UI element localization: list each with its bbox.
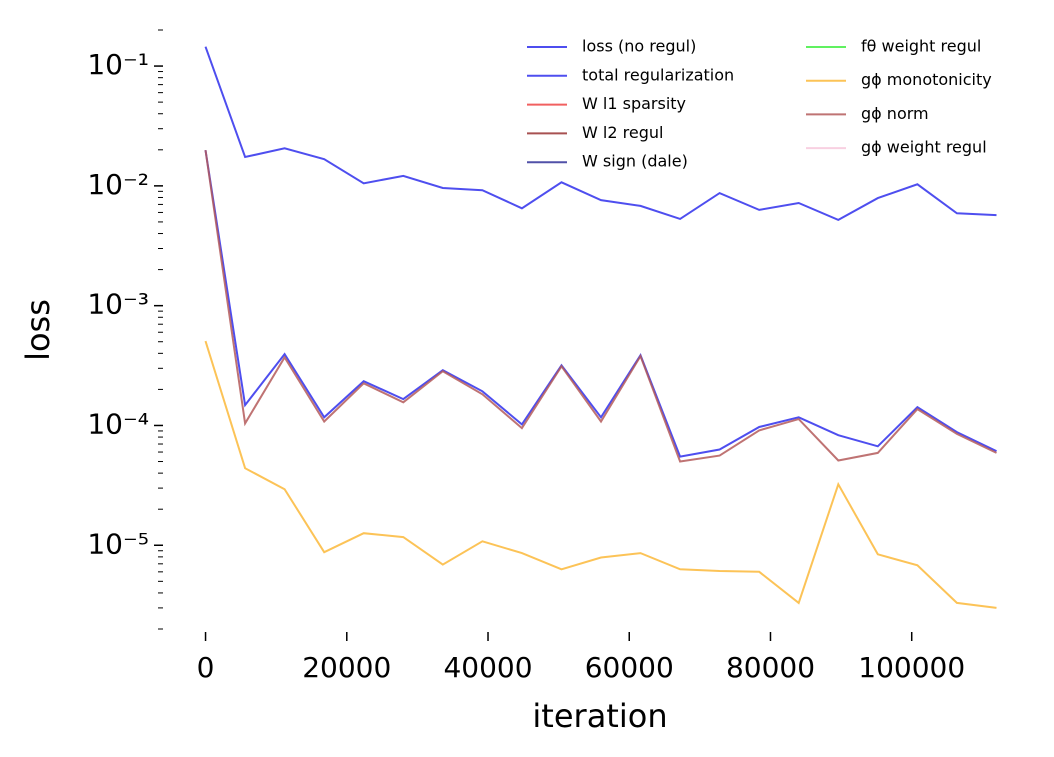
- legend-label: W l1 sparsity: [582, 94, 686, 113]
- legend-label: W l2 regul: [582, 123, 663, 142]
- legend-label: W sign (dale): [582, 152, 688, 171]
- legend-label: gϕ weight regul: [861, 138, 987, 157]
- series-line: [204, 46, 997, 222]
- y-tick-label: 10⁻³: [87, 288, 149, 321]
- series-line: [204, 149, 997, 463]
- y-tick-label: 10⁻⁵: [87, 527, 149, 560]
- y-axis-label: loss: [19, 299, 57, 361]
- x-tick-label: 80000: [726, 651, 815, 684]
- x-tick-label: 0: [197, 651, 215, 684]
- x-tick-label: 100000: [858, 651, 965, 684]
- legend-label: gϕ monotonicity: [861, 70, 992, 89]
- y-tick-label: 10⁻⁴: [87, 407, 149, 440]
- y-tick-label: 10⁻¹: [87, 48, 149, 81]
- legend-label: total regularization: [582, 65, 734, 84]
- series-line: [204, 149, 997, 458]
- legend-label: loss (no regul): [582, 37, 696, 56]
- y-tick-label: 10⁻²: [87, 168, 149, 201]
- x-tick-label: 60000: [585, 651, 674, 684]
- x-tick-label: 20000: [302, 651, 391, 684]
- series-line: [204, 340, 997, 609]
- x-axis-label: iteration: [532, 697, 667, 735]
- x-tick-label: 40000: [443, 651, 532, 684]
- legend-label: fθ weight regul: [861, 37, 981, 56]
- legend-label: gϕ norm: [861, 104, 929, 123]
